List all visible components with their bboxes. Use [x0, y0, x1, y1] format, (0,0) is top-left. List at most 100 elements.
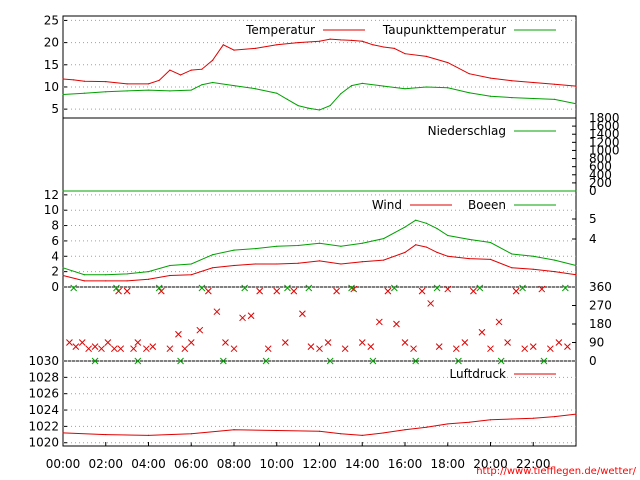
direction-point [219, 357, 227, 365]
data-point [318, 109, 321, 111]
direction-point [117, 345, 125, 353]
data-point [233, 249, 235, 251]
data-point [212, 267, 214, 269]
data-point [329, 38, 331, 40]
y-tick-label-right: 1000 [589, 143, 620, 157]
direction-point [401, 339, 409, 346]
direction-point [390, 284, 398, 292]
series-points [62, 38, 577, 436]
direction-point [204, 287, 212, 295]
direction-point [497, 357, 505, 365]
direction-point [476, 284, 484, 292]
direction-point [435, 343, 443, 350]
data-point [436, 251, 438, 254]
data-point [340, 433, 342, 435]
direction-point [375, 318, 383, 326]
data-point [318, 242, 321, 244]
data-point [575, 85, 577, 87]
direction-point [98, 345, 105, 353]
data-point [83, 274, 85, 276]
direction-point [487, 345, 494, 353]
data-point [276, 263, 278, 265]
data-point [415, 219, 417, 221]
y-tick-label-right: 200 [589, 176, 612, 190]
data-point [468, 238, 470, 240]
x-tick-label: 04:00 [131, 457, 166, 471]
y-tick-label: 10 [44, 203, 59, 217]
data-point [308, 107, 310, 109]
direction-point [123, 287, 131, 295]
data-point [190, 433, 192, 435]
data-point [83, 80, 85, 82]
direction-point [166, 345, 174, 353]
data-point [179, 74, 182, 76]
data-point [532, 255, 534, 257]
direction-point [324, 339, 332, 346]
direction-point [85, 345, 93, 353]
direction-point [284, 284, 291, 292]
direction-point [72, 343, 80, 350]
y-tick-label-right: 90 [589, 336, 604, 350]
direction-point [433, 284, 441, 292]
y-tick-label-right: 0 [589, 184, 597, 198]
data-point [361, 434, 363, 436]
data-point [276, 245, 278, 247]
y-tick-label-right: 1800 [589, 111, 620, 125]
direction-point [299, 310, 306, 318]
data-point [62, 274, 64, 277]
direction-point [350, 285, 358, 293]
data-point [286, 98, 289, 100]
data-point [276, 44, 278, 46]
data-point [340, 263, 342, 265]
direction-point [333, 287, 340, 295]
data-point [212, 59, 214, 61]
direction-point [239, 314, 246, 322]
data-point [404, 53, 406, 55]
data-point [105, 81, 107, 83]
y-tick-label: 1030 [28, 354, 59, 368]
data-point [489, 77, 492, 79]
data-point [383, 259, 385, 261]
data-point [212, 254, 214, 256]
direction-point [519, 284, 526, 292]
direction-point [91, 343, 99, 350]
direction-point [452, 345, 460, 353]
data-point [297, 104, 299, 107]
data-point [489, 258, 492, 260]
data-point [404, 429, 406, 431]
data-point [489, 419, 492, 421]
y-tick-label-right: 400 [589, 168, 612, 182]
data-point [318, 260, 321, 262]
data-point [147, 83, 150, 85]
direction-point [444, 285, 452, 293]
data-point [468, 73, 470, 75]
direction-point [213, 308, 221, 316]
data-point [126, 273, 128, 275]
data-point [575, 274, 577, 276]
y-tick-label: 1020 [28, 436, 59, 450]
direction-point [247, 312, 255, 320]
legend-label: Taupunkttemperatur [382, 23, 506, 37]
y-tick-label: 1022 [28, 419, 59, 433]
y-tick-label: 12 [44, 188, 59, 202]
data-point [254, 263, 256, 265]
legend-label: Niederschlag [428, 124, 506, 138]
data-point [511, 267, 513, 269]
data-point [554, 83, 556, 85]
direction-point [427, 300, 435, 307]
data-point [62, 93, 64, 96]
data-point [532, 417, 534, 419]
data-point [425, 246, 427, 248]
data-point [83, 280, 85, 282]
data-point [404, 88, 406, 90]
data-point [233, 49, 235, 51]
y-tick-label-right: 1400 [589, 127, 620, 141]
direction-point [157, 287, 165, 295]
data-point [511, 418, 513, 420]
direction-point [455, 357, 462, 365]
data-point [532, 81, 534, 84]
data-point [254, 88, 256, 90]
data-point [190, 274, 192, 276]
data-point [468, 92, 470, 94]
direction-point [290, 287, 298, 295]
